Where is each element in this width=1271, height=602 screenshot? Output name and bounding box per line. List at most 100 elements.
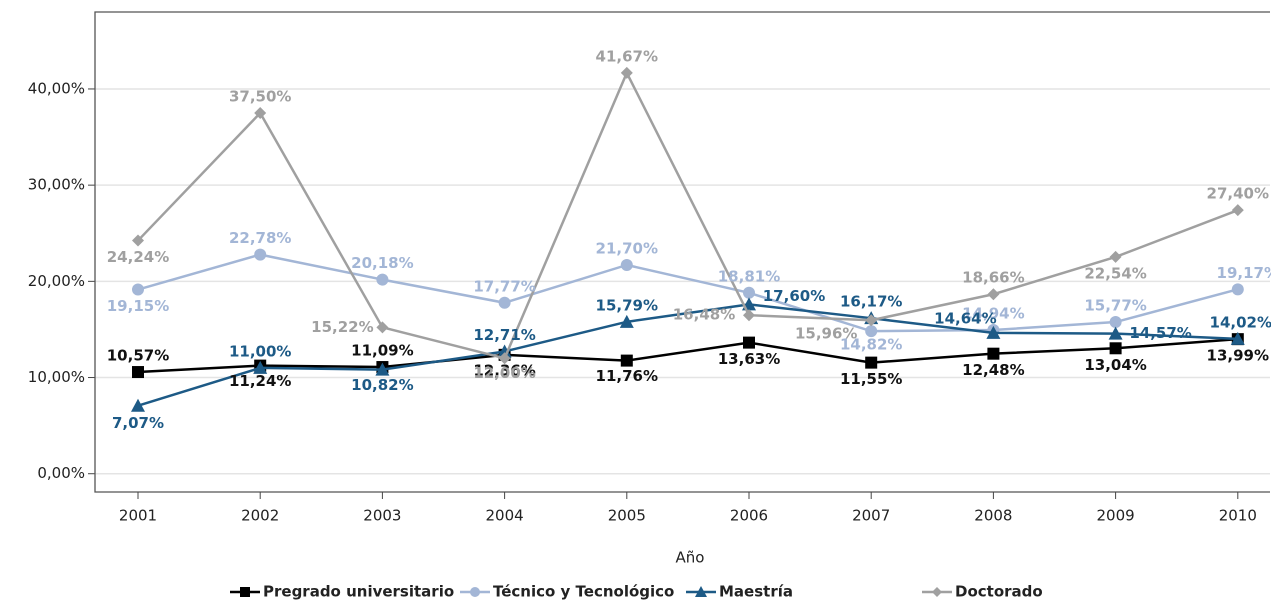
data-label: 16,17%	[840, 293, 902, 311]
data-point	[743, 286, 755, 299]
data-label: 15,79%	[596, 296, 658, 314]
data-point	[497, 344, 512, 358]
data-point	[132, 234, 144, 247]
data-point	[620, 66, 633, 79]
x-tick-label: 2002	[241, 507, 279, 525]
data-label: 41,67%	[596, 47, 658, 65]
data-label: 15,96%	[795, 325, 857, 343]
data-point	[987, 347, 1000, 360]
data-point	[619, 314, 634, 328]
data-label: 14,82%	[840, 336, 902, 354]
data-label: 21,70%	[596, 239, 658, 257]
x-tick-label: 2004	[486, 507, 524, 525]
data-label: 11,00%	[229, 342, 291, 360]
y-tick-label: 30,00%	[28, 176, 85, 194]
data-point	[1231, 283, 1244, 296]
x-tick-label: 2009	[1097, 507, 1135, 525]
series-line	[137, 303, 1238, 407]
data-label: 27,40%	[1207, 185, 1269, 203]
data-point	[375, 362, 390, 376]
data-point	[620, 354, 633, 367]
plot-frame	[94, 11, 1270, 493]
data-label: 11,09%	[351, 342, 413, 360]
data-point	[254, 107, 267, 120]
data-label: 12,00%	[473, 364, 535, 382]
data-point	[254, 248, 267, 261]
data-point	[1230, 331, 1245, 345]
data-point	[376, 321, 389, 334]
data-point	[1231, 204, 1244, 217]
data-label: 10,82%	[351, 376, 413, 394]
data-point	[132, 366, 144, 379]
data-label: 15,77%	[1084, 297, 1146, 315]
data-point	[865, 314, 878, 327]
data-label: 16,48%	[673, 306, 735, 324]
data-label: 18,66%	[962, 269, 1024, 287]
data-label: 15,22%	[311, 318, 373, 336]
data-label: 18,81%	[718, 267, 780, 285]
data-label: 22,78%	[229, 229, 291, 247]
data-label: 10,57%	[107, 347, 169, 365]
data-label: 24,24%	[107, 248, 169, 266]
data-point	[1109, 250, 1122, 263]
x-tick-label: 2001	[119, 507, 157, 525]
legend-marker	[932, 587, 942, 597]
data-label: 13,04%	[1084, 356, 1146, 374]
legend-label: Técnico y Tecnológico	[493, 583, 674, 601]
y-tick-label: 20,00%	[28, 272, 85, 290]
data-label: 11,55%	[840, 370, 902, 388]
x-tick-label: 2003	[363, 507, 401, 525]
data-label: 20,18%	[351, 254, 413, 272]
data-label: 37,50%	[229, 88, 291, 106]
data-label: 19,15%	[107, 297, 169, 315]
data-point	[1108, 326, 1123, 340]
data-point	[253, 360, 268, 374]
data-label: 14,64%	[934, 309, 996, 327]
data-label: 7,07%	[112, 414, 164, 432]
data-label: 12,71%	[473, 326, 535, 344]
data-label: 14,02%	[1210, 313, 1271, 331]
data-point	[987, 288, 1000, 301]
data-label: 19,17%	[1217, 264, 1271, 282]
data-point	[865, 325, 878, 338]
data-point	[131, 398, 145, 412]
x-tick-label: 2010	[1219, 507, 1257, 525]
x-tick-label: 2008	[974, 507, 1012, 525]
y-tick-label: 10,00%	[28, 368, 85, 386]
legend-label: Doctorado	[955, 583, 1043, 601]
data-point	[1109, 342, 1122, 355]
legend-label: Maestría	[719, 583, 793, 601]
y-tick-label: 0,00%	[37, 464, 85, 482]
data-point	[865, 356, 878, 369]
data-point	[376, 273, 389, 286]
data-point	[620, 258, 633, 271]
data-point	[498, 352, 511, 365]
x-axis-title: Año	[676, 549, 705, 567]
data-label: 12,36%	[473, 361, 535, 379]
data-point	[132, 283, 144, 296]
data-label: 12,48%	[962, 361, 1024, 379]
data-label: 17,77%	[473, 277, 535, 295]
legend-marker	[695, 586, 707, 597]
data-point	[743, 309, 755, 322]
legend-label: Pregrado universitario	[263, 583, 454, 601]
data-point	[1109, 316, 1122, 329]
series-line	[137, 253, 1239, 333]
series-line	[137, 337, 1238, 374]
x-tick-label: 2005	[608, 507, 646, 525]
data-label: 14,94%	[962, 305, 1024, 323]
data-point	[986, 325, 1001, 339]
legend-marker	[240, 587, 250, 597]
x-tick-label: 2006	[730, 507, 768, 525]
data-label: 13,63%	[718, 350, 780, 368]
data-point	[743, 336, 755, 349]
y-tick-label: 40,00%	[28, 79, 85, 97]
series-line	[137, 69, 1239, 360]
data-label: 13,99%	[1207, 347, 1269, 365]
x-tick-label: 2007	[852, 507, 890, 525]
data-label: 17,60%	[763, 287, 825, 305]
data-label: 11,76%	[596, 367, 658, 385]
legend-marker	[470, 587, 480, 597]
data-label: 22,54%	[1084, 264, 1146, 282]
